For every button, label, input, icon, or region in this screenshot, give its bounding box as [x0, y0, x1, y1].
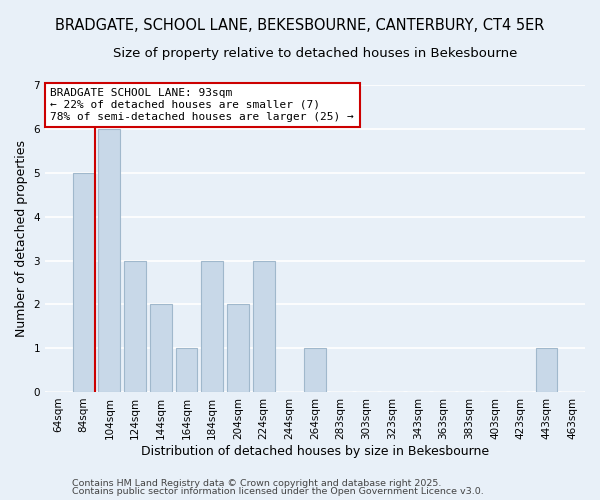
Bar — [253, 260, 275, 392]
Bar — [150, 304, 172, 392]
Text: BRADGATE SCHOOL LANE: 93sqm
← 22% of detached houses are smaller (7)
78% of semi: BRADGATE SCHOOL LANE: 93sqm ← 22% of det… — [50, 88, 354, 122]
Text: Contains public sector information licensed under the Open Government Licence v3: Contains public sector information licen… — [72, 487, 484, 496]
X-axis label: Distribution of detached houses by size in Bekesbourne: Distribution of detached houses by size … — [141, 444, 489, 458]
Bar — [304, 348, 326, 392]
Bar — [98, 129, 120, 392]
Text: Contains HM Land Registry data © Crown copyright and database right 2025.: Contains HM Land Registry data © Crown c… — [72, 478, 442, 488]
Title: Size of property relative to detached houses in Bekesbourne: Size of property relative to detached ho… — [113, 48, 517, 60]
Bar — [176, 348, 197, 392]
Bar — [124, 260, 146, 392]
Bar — [201, 260, 223, 392]
Bar — [73, 173, 95, 392]
Bar — [227, 304, 249, 392]
Y-axis label: Number of detached properties: Number of detached properties — [15, 140, 28, 337]
Bar — [536, 348, 557, 392]
Text: BRADGATE, SCHOOL LANE, BEKESBOURNE, CANTERBURY, CT4 5ER: BRADGATE, SCHOOL LANE, BEKESBOURNE, CANT… — [55, 18, 545, 32]
